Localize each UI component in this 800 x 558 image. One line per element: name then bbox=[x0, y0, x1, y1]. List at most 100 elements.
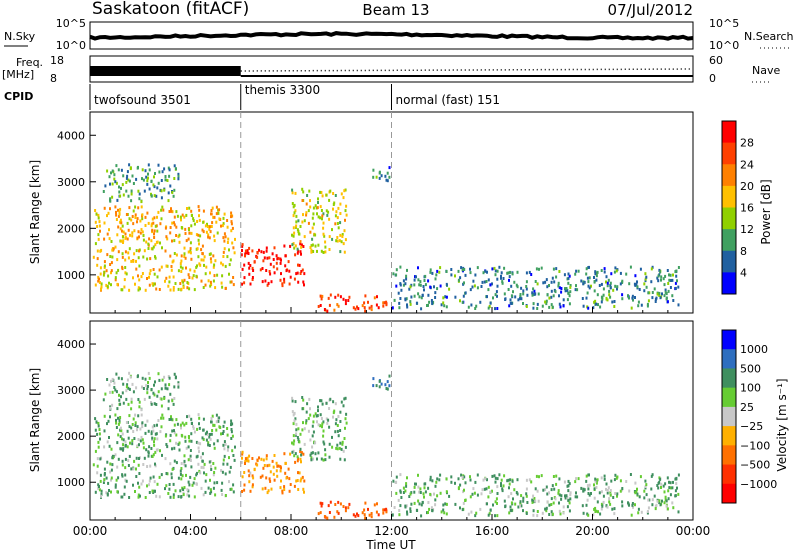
velocity-cell bbox=[301, 475, 304, 479]
cpid-segment-label: normal (fast) 151 bbox=[396, 93, 500, 107]
power-cell bbox=[180, 254, 183, 258]
velocity-cell bbox=[199, 442, 202, 446]
power-cell bbox=[243, 281, 246, 285]
power-cell bbox=[461, 300, 464, 304]
power-cell bbox=[190, 257, 193, 261]
velocity-cell bbox=[322, 434, 325, 438]
power-cell bbox=[190, 224, 193, 228]
power-cell bbox=[183, 215, 186, 219]
velocity-cell bbox=[97, 483, 100, 487]
power-cell bbox=[424, 283, 427, 287]
power-cell bbox=[293, 277, 296, 281]
power-cell bbox=[501, 281, 504, 285]
velocity-cell bbox=[147, 454, 150, 458]
power-cell bbox=[134, 216, 137, 219]
velocity-cell bbox=[280, 466, 282, 470]
velocity-cell bbox=[496, 477, 499, 481]
power-cell bbox=[114, 205, 117, 209]
power-cell bbox=[268, 256, 271, 260]
power-cell bbox=[651, 296, 654, 300]
power-cell bbox=[192, 217, 195, 221]
power-cell bbox=[98, 220, 101, 224]
power-cell bbox=[296, 228, 299, 232]
velocity-cell bbox=[193, 430, 196, 434]
power-cell bbox=[662, 277, 665, 281]
velocity-cell bbox=[424, 482, 427, 486]
power-cell bbox=[244, 249, 247, 253]
velocity-cell bbox=[627, 501, 629, 505]
power-cell bbox=[500, 271, 503, 275]
velocity-cell bbox=[131, 442, 134, 446]
velocity-cell bbox=[440, 510, 443, 514]
velocity-cell bbox=[124, 457, 127, 461]
velocity-cell bbox=[175, 418, 178, 422]
power-cell bbox=[474, 307, 477, 310]
power-cell bbox=[228, 272, 230, 276]
velocity-cell bbox=[223, 420, 226, 424]
velocity-cell bbox=[198, 426, 201, 430]
power-cell bbox=[210, 260, 213, 264]
velocity-cell bbox=[152, 429, 155, 433]
power-cell bbox=[575, 284, 577, 288]
power-cell bbox=[520, 297, 523, 301]
velocity-cell bbox=[167, 492, 170, 495]
velocity-cell bbox=[408, 495, 411, 498]
power-cell bbox=[427, 293, 430, 297]
velocity-cell bbox=[126, 378, 129, 382]
power-cell bbox=[164, 178, 167, 182]
power-cell bbox=[322, 212, 325, 216]
velocity-cell bbox=[340, 447, 343, 451]
power-cell bbox=[516, 285, 519, 289]
power-cell bbox=[251, 266, 254, 270]
velocity-cell bbox=[179, 472, 182, 476]
power-colorbar-tick: 24 bbox=[740, 158, 754, 171]
velocity-cell bbox=[212, 473, 215, 477]
velocity-cell bbox=[122, 438, 125, 442]
velocity-cell bbox=[218, 425, 221, 429]
velocity-cell bbox=[204, 432, 207, 436]
velocity-cell bbox=[328, 511, 331, 514]
velocity-cell bbox=[108, 444, 111, 448]
velocity-cell bbox=[202, 428, 205, 432]
power-cell bbox=[97, 233, 100, 237]
velocity-cell bbox=[124, 466, 127, 470]
power-cell bbox=[661, 292, 663, 296]
velocity-cell bbox=[293, 411, 296, 415]
power-color-step bbox=[722, 185, 736, 208]
velocity-cell bbox=[485, 487, 488, 491]
velocity-cell bbox=[509, 505, 512, 509]
velocity-cell bbox=[439, 491, 442, 495]
power-cell bbox=[175, 225, 178, 229]
power-cell bbox=[606, 281, 609, 285]
power-cell bbox=[189, 268, 192, 272]
power-cell bbox=[160, 196, 163, 200]
velocity-cell bbox=[151, 455, 154, 458]
velocity-cell bbox=[291, 441, 293, 445]
power-cell bbox=[352, 306, 355, 310]
velocity-cell bbox=[347, 506, 350, 510]
power-cell bbox=[291, 243, 294, 247]
power-cell bbox=[294, 209, 297, 213]
power-cell bbox=[363, 301, 366, 305]
velocity-cell bbox=[541, 511, 544, 515]
power-cell bbox=[188, 287, 191, 291]
power-cell bbox=[195, 233, 198, 237]
velocity-cell bbox=[636, 487, 638, 491]
power-cell bbox=[672, 299, 675, 302]
power-cell bbox=[540, 266, 543, 270]
power-cell bbox=[333, 308, 336, 312]
power-cell bbox=[671, 294, 674, 298]
velocity-cell bbox=[188, 494, 191, 498]
power-cell bbox=[314, 204, 317, 208]
freq-tick-top: 18 bbox=[50, 54, 64, 67]
power-cell bbox=[204, 272, 207, 276]
velocity-cell bbox=[118, 393, 120, 397]
velocity-cell bbox=[186, 493, 189, 497]
power-cell bbox=[361, 304, 364, 308]
velocity-cell bbox=[140, 408, 143, 412]
velocity-cell bbox=[531, 498, 534, 502]
velocity-cell bbox=[215, 413, 218, 417]
power-cell bbox=[525, 287, 528, 291]
